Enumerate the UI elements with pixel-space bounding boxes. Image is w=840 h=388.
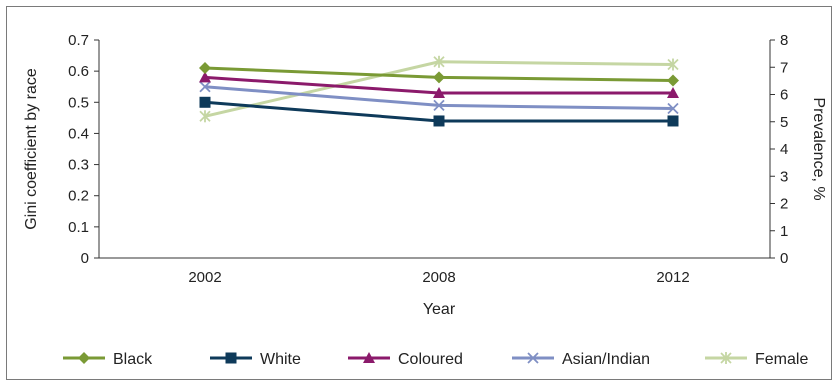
- x-tick-label: 2002: [188, 269, 221, 286]
- left-tick-label: 0.7: [68, 32, 89, 49]
- data-point-coloured: [433, 86, 445, 98]
- legend-item-female: Female: [705, 351, 808, 368]
- right-tick-label: 7: [780, 59, 788, 76]
- legend-marker-female: [720, 352, 732, 364]
- data-point-asian-indian: [199, 81, 211, 93]
- data-point-asian-indian: [433, 99, 445, 112]
- left-tick-label: 0.6: [68, 63, 89, 80]
- data-point-female: [199, 110, 211, 123]
- right-tick-label: 1: [780, 223, 788, 240]
- series-female: [199, 55, 679, 123]
- series-coloured: [199, 71, 679, 98]
- right-tick-label: 5: [780, 114, 788, 131]
- legend-label-asian-indian: Asian/Indian: [562, 351, 650, 368]
- data-point-white: [667, 115, 679, 127]
- legend-marker-white: [225, 352, 237, 364]
- legend: Black White Coloured Asian/Indian Female: [63, 351, 808, 368]
- right-tick-label: 0: [780, 250, 788, 267]
- series-white: [199, 96, 679, 127]
- left-tick-label: 0.5: [68, 94, 89, 111]
- legend-marker-coloured: [363, 352, 375, 363]
- right-tick-label: 6: [780, 87, 788, 104]
- data-point-female: [667, 58, 679, 71]
- right-ticks: 0 1 2 3 4 5 6 7 8: [770, 32, 788, 267]
- x-tick-label: 2008: [422, 269, 455, 286]
- left-ticks: 0 0.1 0.2 0.3 0.4 0.5 0.6 0.7: [68, 32, 99, 267]
- legend-label-coloured: Coloured: [398, 351, 463, 368]
- legend-label-black: Black: [113, 351, 153, 368]
- legend-marker-asian-indian: [527, 352, 539, 364]
- data-point-coloured: [199, 71, 211, 83]
- data-point-black: [199, 62, 211, 75]
- series-group: [199, 55, 679, 127]
- legend-label-white: White: [260, 351, 301, 368]
- legend-item-asian-indian: Asian/Indian: [512, 351, 650, 368]
- right-tick-label: 3: [780, 168, 788, 185]
- series-asian-indian: [199, 81, 679, 115]
- data-point-black: [433, 71, 445, 84]
- legend-item-coloured: Coloured: [348, 351, 463, 368]
- data-point-asian-indian: [667, 102, 679, 115]
- x-tick-label: 2012: [656, 269, 689, 286]
- left-tick-label: 0.3: [68, 157, 89, 174]
- legend-item-black: Black: [63, 351, 153, 368]
- legend-label-female: Female: [755, 351, 808, 368]
- legend-item-white: White: [210, 351, 301, 368]
- right-tick-label: 8: [780, 32, 788, 49]
- data-point-black: [667, 74, 679, 87]
- right-tick-label: 2: [780, 196, 788, 213]
- axes: [98, 40, 771, 259]
- x-ticks: 2002 2008 2012: [188, 269, 689, 286]
- data-point-female: [433, 55, 445, 68]
- left-tick-label: 0.1: [68, 219, 89, 236]
- data-point-coloured: [667, 86, 679, 98]
- y-axis-left-title: Gini coefficient by race: [23, 68, 40, 230]
- left-tick-label: 0.4: [68, 125, 89, 142]
- data-point-white: [199, 96, 211, 108]
- right-tick-label: 4: [780, 141, 788, 158]
- series-black: [199, 62, 679, 87]
- data-point-white: [433, 115, 445, 127]
- legend-marker-black: [78, 352, 90, 364]
- left-tick-label: 0.2: [68, 188, 89, 205]
- y-axis-right-title: Prevalence, %: [810, 97, 827, 200]
- left-tick-label: 0: [81, 250, 89, 267]
- x-axis-title: Year: [423, 301, 456, 318]
